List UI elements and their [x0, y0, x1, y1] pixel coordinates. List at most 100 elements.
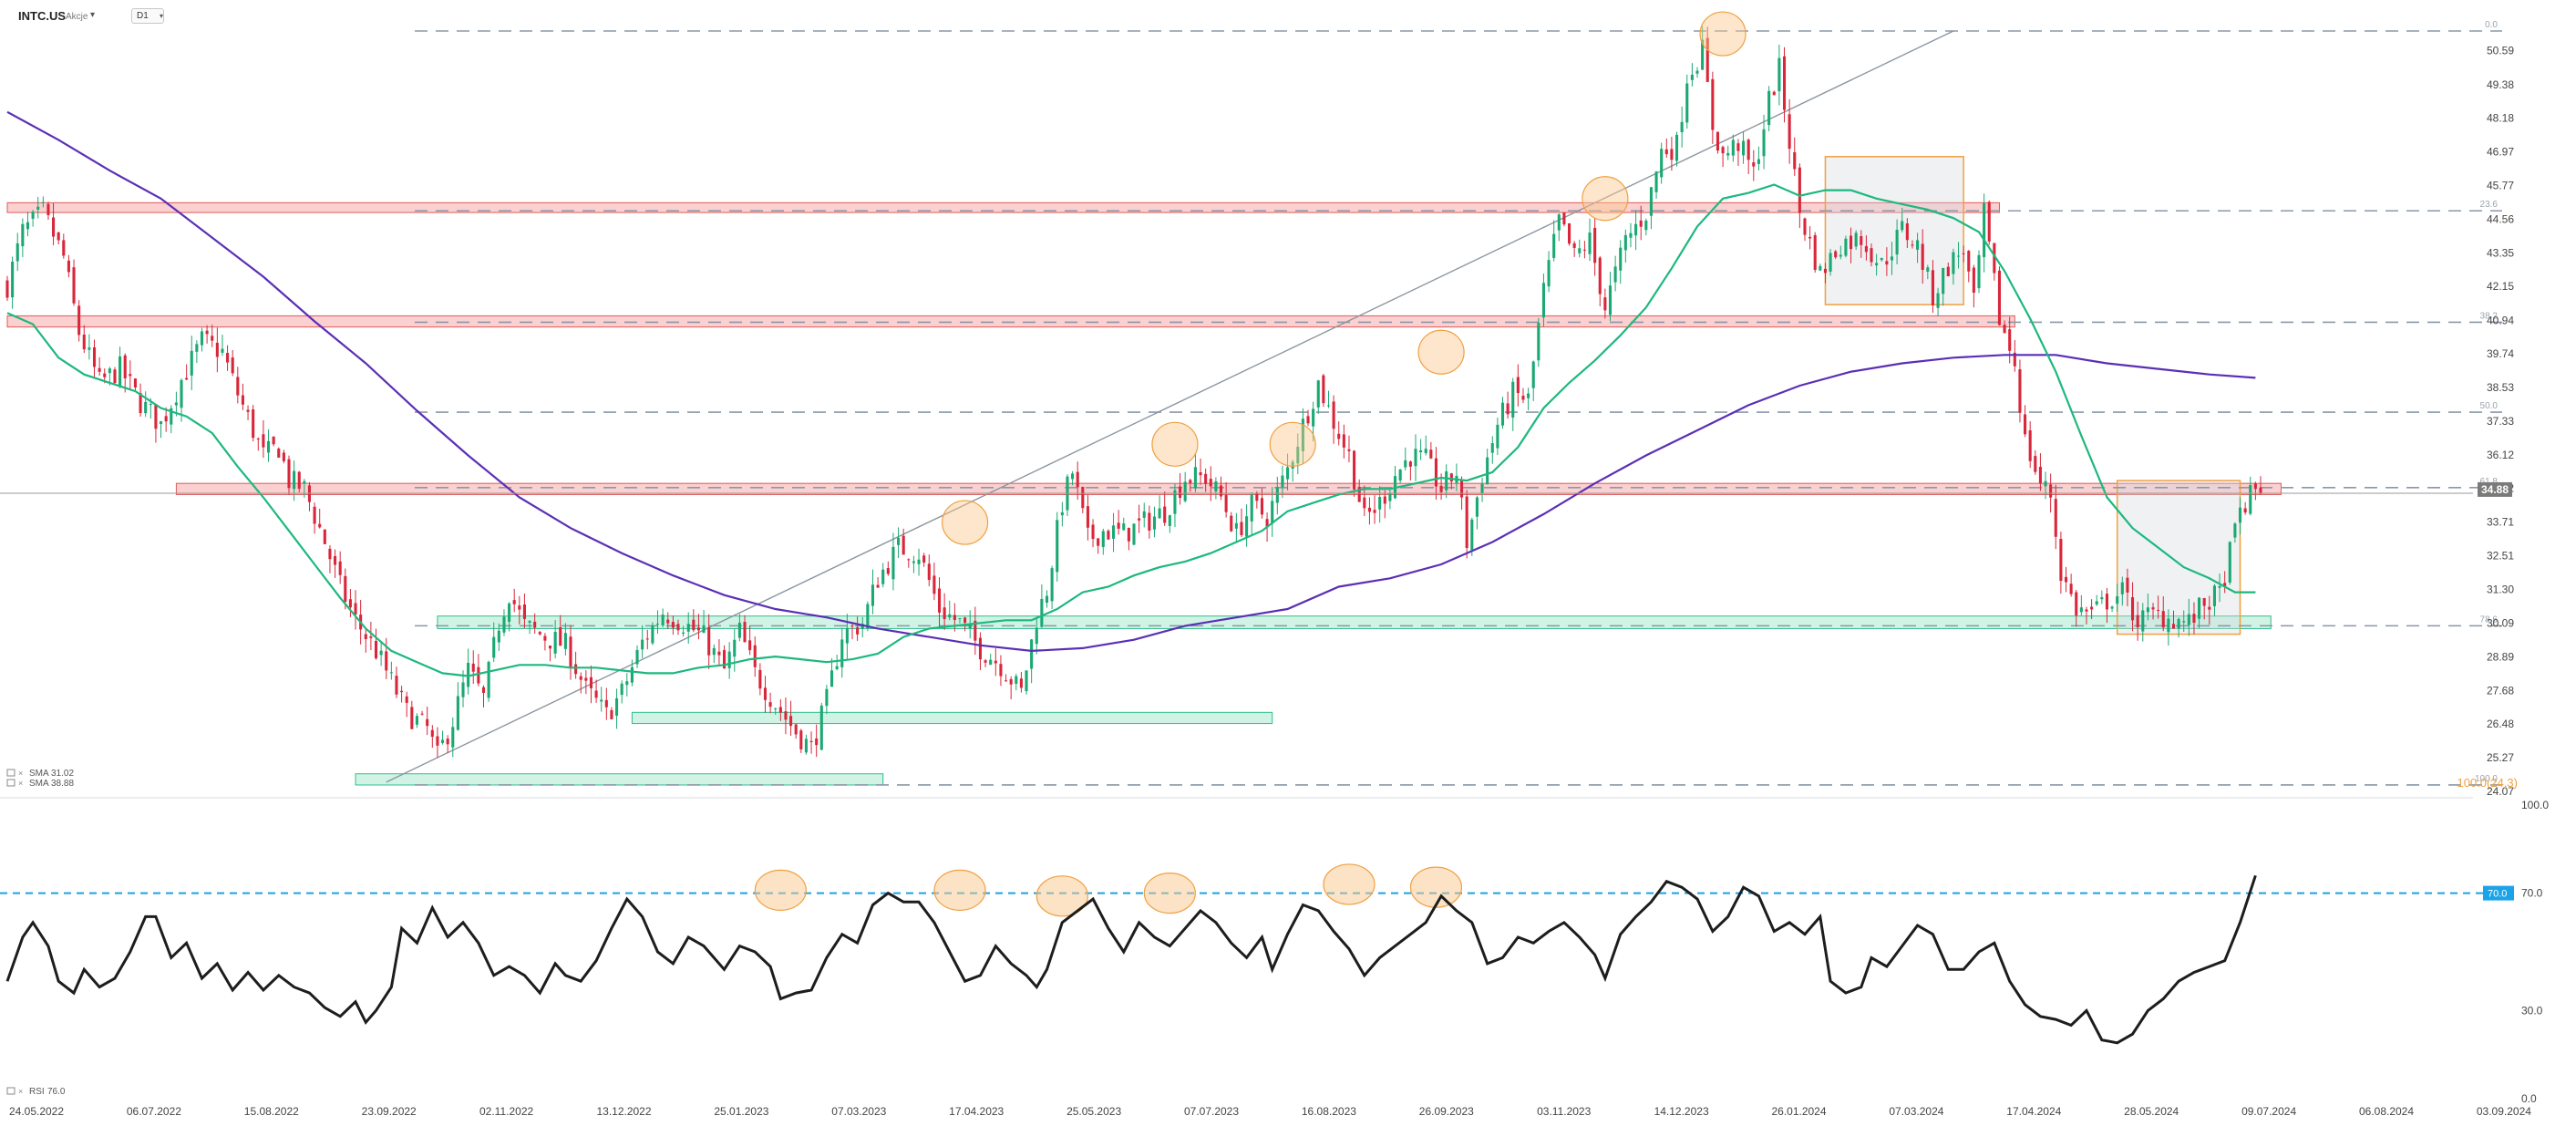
- candle-body: [1097, 538, 1100, 546]
- candles-layer: [5, 26, 2262, 758]
- candle-body: [548, 646, 552, 649]
- candle-body: [661, 615, 665, 625]
- candle-body: [1081, 486, 1085, 509]
- candle-body: [1690, 74, 1694, 80]
- candle-body: [379, 650, 383, 656]
- candle-body: [1373, 510, 1376, 513]
- candle-body: [36, 206, 40, 210]
- legend-close-icon: ×: [18, 769, 23, 778]
- candle-body: [1782, 56, 1787, 110]
- date-tick-label: 23.09.2022: [362, 1105, 417, 1118]
- candle-body: [645, 638, 649, 640]
- price-tick-label: 43.35: [2487, 246, 2514, 259]
- candle-body: [1347, 449, 1351, 451]
- candle-body: [1531, 361, 1535, 388]
- candle-body: [1952, 252, 1955, 274]
- candle-body: [1705, 37, 1709, 82]
- candle-body: [1398, 469, 1402, 481]
- candle-body: [2018, 369, 2022, 413]
- candle-body: [1911, 244, 1914, 246]
- candle-body: [733, 639, 737, 657]
- moving-averages-layer: [6, 110, 2256, 677]
- candle-body: [1111, 525, 1116, 539]
- chevron-down-icon[interactable]: ▾: [90, 10, 96, 20]
- candle-body: [2105, 594, 2108, 610]
- interval-selector[interactable]: D1: [131, 8, 164, 24]
- candle-body: [1582, 249, 1586, 251]
- candle-body: [1275, 487, 1279, 503]
- date-tick-label: 17.04.2023: [949, 1105, 1004, 1118]
- candle-body: [886, 568, 890, 574]
- symbol-selector[interactable]: INTC.US: [18, 9, 66, 23]
- candle-body: [2182, 621, 2186, 623]
- candle-body: [1588, 232, 1592, 254]
- candle-body: [2131, 597, 2135, 621]
- candle-body: [400, 690, 404, 693]
- candle-body: [1619, 247, 1623, 271]
- price-tick-label: 27.68: [2487, 684, 2514, 697]
- candle-body: [31, 212, 35, 219]
- rsi-highlight-circle: [1409, 866, 1463, 908]
- candle-body: [1674, 134, 1679, 161]
- candle-body: [2100, 597, 2104, 600]
- candle-body: [144, 401, 148, 414]
- candle-body: [149, 404, 152, 406]
- candle-body: [1670, 149, 1674, 160]
- candle-body: [912, 561, 915, 563]
- candle-body: [2038, 467, 2042, 484]
- candle-body: [92, 346, 97, 367]
- highlight-circle: [1269, 421, 1316, 467]
- candle-body: [1378, 496, 1382, 510]
- candle-body: [563, 633, 567, 649]
- candle-body: [430, 729, 434, 738]
- candle-body: [1572, 243, 1576, 248]
- resistance-zone: [6, 315, 2015, 328]
- candle-body: [989, 659, 993, 666]
- candle-body: [1634, 223, 1638, 236]
- candle-body: [2243, 508, 2247, 513]
- candle-body: [635, 649, 639, 665]
- candle-body: [1875, 263, 1879, 266]
- candle-body: [492, 636, 496, 658]
- candle-body: [2110, 606, 2114, 609]
- candle-body: [1527, 393, 1530, 398]
- candle-body: [1762, 129, 1766, 157]
- highlight-circle: [1582, 176, 1629, 222]
- candle-body: [287, 459, 291, 489]
- candle-body: [1506, 403, 1510, 415]
- candle-body: [1767, 90, 1771, 126]
- price-tick-label: 36.12: [2487, 449, 2514, 461]
- candle-body: [1736, 143, 1740, 151]
- candle-body: [753, 645, 757, 667]
- candle-body: [589, 677, 593, 688]
- candle-body: [26, 222, 30, 230]
- legend-layer: × SMA 31.02 × SMA 38.88: [6, 769, 74, 789]
- candle-body: [1578, 248, 1582, 253]
- candle-body: [1414, 449, 1417, 467]
- candle-body: [512, 600, 516, 604]
- candle-body: [1901, 221, 1904, 231]
- candle-body: [1060, 511, 1064, 516]
- candle-body: [1685, 83, 1689, 123]
- candle-body: [1286, 467, 1290, 480]
- interval-chevron-down-icon[interactable]: ▾: [160, 12, 164, 20]
- candle-body: [1803, 218, 1807, 235]
- candle-body: [543, 635, 547, 641]
- candle-body: [154, 404, 158, 429]
- date-tick-label: 03.11.2023: [1537, 1105, 1591, 1118]
- candle-body: [1654, 171, 1658, 192]
- candle-body: [1301, 418, 1304, 451]
- candle-body: [717, 651, 721, 656]
- candle-body: [1726, 152, 1730, 156]
- candle-body: [1905, 222, 1909, 241]
- candle-body: [1562, 212, 1566, 225]
- candle-body: [426, 718, 429, 727]
- candle-body: [963, 617, 967, 624]
- candle-body: [1639, 220, 1643, 227]
- candle-body: [569, 636, 572, 668]
- candle-body: [1813, 234, 1817, 270]
- candle-body: [2141, 610, 2145, 632]
- candle-body: [1322, 375, 1325, 404]
- candle-body: [1388, 492, 1392, 501]
